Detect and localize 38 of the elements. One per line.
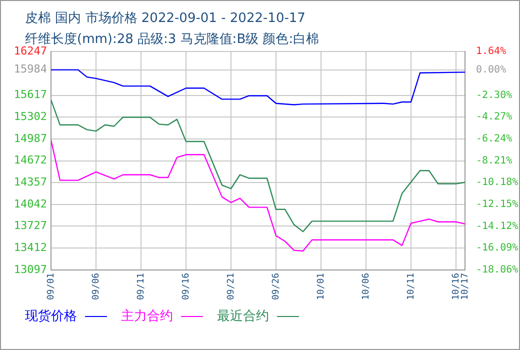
- y-tick-label: 14357: [14, 175, 47, 188]
- x-tick-label: 10/01: [316, 272, 326, 300]
- x-tick-label: 09/26: [271, 272, 282, 300]
- y2-tick-label: 1.64%: [476, 46, 506, 58]
- y2-tick-label: -14.12%: [476, 220, 518, 232]
- y-tick-label: 15984: [14, 62, 48, 76]
- y-tick-label: 15617: [14, 88, 47, 102]
- x-tick-label: 10/17: [460, 272, 470, 300]
- x-tick-label: 09/06: [91, 272, 102, 300]
- legend-label: 现货价格: [25, 308, 77, 325]
- x-tick-label: 09/01: [46, 272, 56, 300]
- y-tick-label: 13727: [14, 219, 47, 232]
- x-tick-label: 09/11: [136, 272, 146, 300]
- y2-tick-label: 0.00%: [476, 64, 506, 76]
- y2-tick-label: -12.15%: [476, 199, 518, 210]
- y-tick-label: 13097: [14, 262, 47, 276]
- y2-tick-label: -8.21%: [476, 155, 512, 166]
- x-tick-label: 09/16: [181, 272, 192, 300]
- y2-tick-label: -4.27%: [476, 112, 512, 123]
- y-tick-label: 16247: [14, 44, 47, 58]
- chart-subtitle: 纤维长度(mm):28 品级:3 马克隆值:B级 颜色:白棉: [25, 31, 320, 47]
- y-tick-label: 14042: [14, 197, 47, 210]
- legend-label: 主力合约: [121, 308, 173, 325]
- y-tick-label: 13412: [14, 240, 47, 254]
- y2-tick-label: -16.09%: [476, 242, 518, 254]
- y2-tick-label: -18.06%: [476, 264, 518, 276]
- y2-tick-label: -10.18%: [476, 177, 518, 188]
- y-tick-label: 14672: [14, 154, 47, 167]
- x-tick-label: 10/16: [451, 272, 462, 300]
- chart-title: 皮棉 国内 市场价格 2022-09-01 - 2022-10-17: [25, 10, 306, 27]
- x-tick-label: 09/21: [226, 272, 236, 300]
- x-tick-label: 10/06: [361, 272, 372, 300]
- x-tick-label: 10/11: [406, 272, 416, 300]
- y2-tick-label: -6.24%: [476, 134, 512, 145]
- y-tick-label: 14987: [14, 132, 47, 145]
- y-tick-label: 15302: [14, 110, 47, 123]
- y2-tick-label: -2.30%: [476, 90, 512, 101]
- legend-label: 最近合约: [217, 308, 269, 325]
